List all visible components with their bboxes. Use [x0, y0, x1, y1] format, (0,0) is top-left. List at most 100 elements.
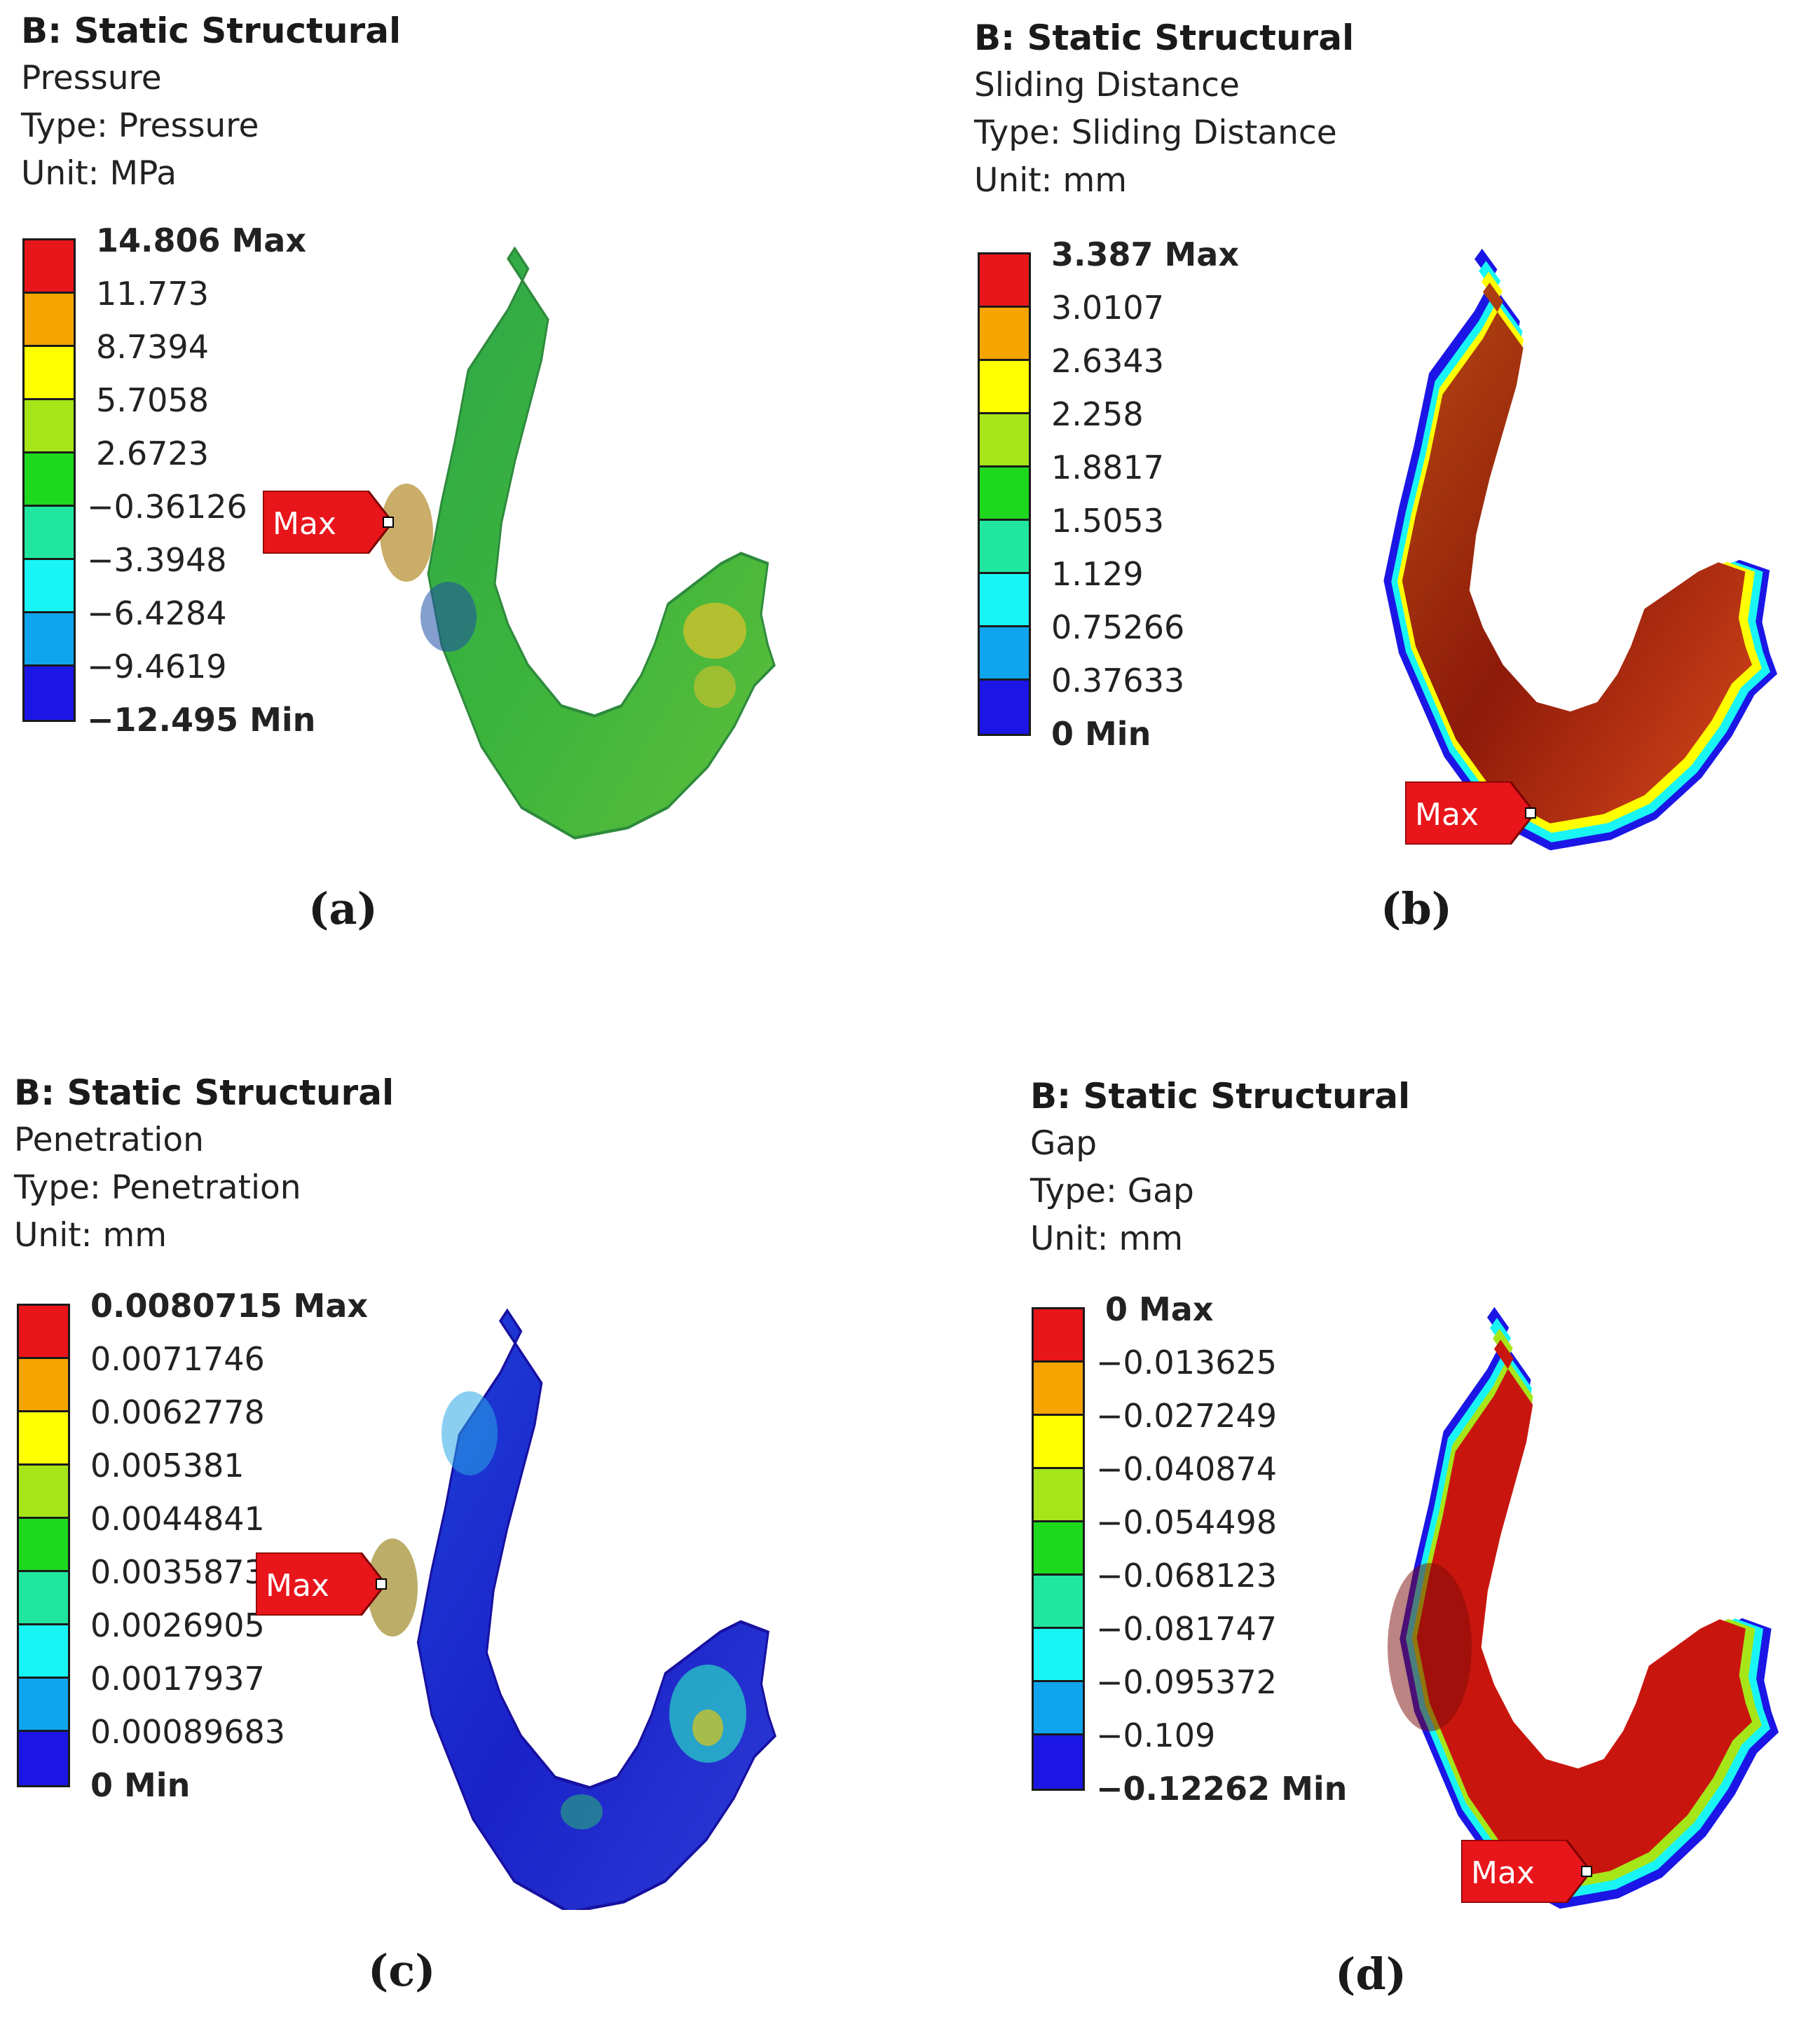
contact-surface-contour — [1388, 1306, 1779, 1909]
legend-band — [1034, 1363, 1083, 1416]
result-unit: Unit: mm — [14, 1216, 167, 1255]
legend-band — [25, 294, 74, 347]
result-header: B: Static Structural Pressure Type: Pres… — [21, 7, 401, 198]
legend-color-bar — [22, 238, 76, 722]
result-type: Type: Gap — [1030, 1172, 1194, 1210]
legend-band — [1034, 1735, 1083, 1789]
c-ring-shape — [416, 1308, 776, 1910]
result-name: Penetration — [14, 1121, 204, 1159]
legend-label: −0.068123 — [1096, 1557, 1278, 1595]
result-type: Type: Pressure — [21, 107, 259, 145]
legend-label: 5.7058 — [96, 381, 209, 419]
legend-label: 0.005381 — [90, 1447, 245, 1484]
legend-label-max: 14.806 Max — [96, 221, 307, 259]
legend-label-min: 0 Min — [90, 1766, 191, 1804]
legend-label: 11.773 — [96, 275, 209, 313]
hotspot-region — [367, 1538, 418, 1637]
max-marker: Max — [263, 491, 394, 554]
legend-band — [25, 560, 74, 613]
legend-band — [980, 681, 1029, 734]
legend-label: −0.36126 — [87, 488, 247, 526]
legend-label: 8.7394 — [96, 328, 209, 366]
low-region — [420, 582, 477, 652]
legend-label: −0.027249 — [1096, 1397, 1278, 1435]
max-marker-label: Max — [1415, 797, 1479, 833]
legend-band — [980, 361, 1029, 414]
panel-caption: (c) — [368, 1945, 436, 1996]
legend-band — [1034, 1416, 1083, 1469]
c-ring-shape — [427, 246, 776, 840]
legend-band — [25, 347, 74, 400]
legend-color-bar — [978, 252, 1031, 736]
legend-color-bar — [17, 1304, 70, 1787]
hotspot-region — [694, 666, 736, 708]
legend-label: 2.6723 — [96, 435, 209, 472]
analysis-title: B: Static Structural — [1030, 1076, 1411, 1117]
legend-label: 0.0026905 — [90, 1606, 265, 1644]
legend-band — [980, 521, 1029, 574]
legend-label: −0.054498 — [1096, 1503, 1278, 1541]
legend-band — [1034, 1576, 1083, 1629]
max-marker: Max — [1405, 781, 1536, 845]
legend-label: 0.00089683 — [90, 1713, 286, 1751]
legend-label: −0.081747 — [1096, 1610, 1278, 1648]
legend-label: 2.6343 — [1051, 342, 1164, 380]
max-marker: Max — [256, 1552, 387, 1616]
legend-label-min: −12.495 Min — [87, 701, 316, 739]
result-unit: Unit: MPa — [21, 154, 177, 193]
panel-gap: B: Static Structural Gap Type: Gap Unit:… — [1023, 1072, 1820, 2000]
panel-caption: (b) — [1381, 883, 1453, 934]
legend-band — [980, 308, 1029, 361]
result-name: Sliding Distance — [974, 66, 1240, 104]
result-header: B: Static Structural Gap Type: Gap Unit:… — [1030, 1072, 1410, 1263]
legend-band — [980, 414, 1029, 467]
panel-pressure: B: Static Structural Pressure Type: Pres… — [14, 7, 918, 934]
legend-label-max: 0 Max — [1105, 1290, 1214, 1328]
contact-surface-contour — [1383, 248, 1777, 851]
hotspot-region — [561, 1794, 603, 1829]
result-unit: Unit: mm — [974, 161, 1128, 200]
c-ring-shape — [1416, 1339, 1752, 1881]
legend-band — [980, 467, 1029, 521]
legend-band — [1034, 1522, 1083, 1576]
legend-label: 0.37633 — [1051, 662, 1185, 699]
legend-band — [25, 667, 74, 720]
legend-band — [25, 240, 74, 294]
panel-sliding-distance: B: Static Structural Sliding Distance Ty… — [967, 14, 1820, 934]
legend-band — [1034, 1629, 1083, 1682]
panel-penetration: B: Static Structural Penetration Type: P… — [7, 1069, 911, 1996]
max-marker: Max — [1461, 1840, 1592, 1903]
legend-label: −6.4284 — [87, 594, 227, 632]
legend-label: −0.013625 — [1096, 1344, 1278, 1381]
legend-label: −9.4619 — [87, 648, 227, 685]
low-region — [442, 1391, 498, 1475]
legend-label-max: 3.387 Max — [1051, 236, 1240, 273]
result-unit: Unit: mm — [1030, 1220, 1184, 1258]
max-marker-label: Max — [266, 1568, 329, 1604]
legend-band — [980, 254, 1029, 308]
legend-band — [19, 1359, 68, 1412]
result-name: Pressure — [21, 59, 162, 97]
result-header: B: Static Structural Penetration Type: P… — [14, 1069, 394, 1260]
legend-band — [19, 1412, 68, 1466]
legend-color-bar — [1032, 1307, 1085, 1791]
panel-caption: (a) — [308, 883, 378, 934]
legend-band — [1034, 1469, 1083, 1522]
legend-band — [19, 1572, 68, 1625]
hotspot-region — [692, 1709, 723, 1746]
legend-band — [19, 1732, 68, 1785]
result-type: Type: Penetration — [14, 1168, 301, 1207]
legend-label: 0.75266 — [1051, 608, 1185, 646]
contact-surface-contour — [380, 246, 776, 840]
legend-band — [19, 1679, 68, 1732]
legend-label: 0.0062778 — [90, 1393, 265, 1431]
legend-label: 0.0044841 — [90, 1500, 265, 1538]
legend-label: 0.0017937 — [90, 1660, 265, 1698]
legend-label: −3.3948 — [87, 541, 227, 579]
max-marker-label: Max — [273, 506, 336, 542]
result-header: B: Static Structural Sliding Distance Ty… — [974, 14, 1354, 205]
legend-label: 2.258 — [1051, 395, 1144, 433]
result-type: Type: Sliding Distance — [974, 114, 1337, 152]
legend-label: 1.5053 — [1051, 502, 1164, 540]
legend-label: −0.095372 — [1096, 1663, 1278, 1701]
